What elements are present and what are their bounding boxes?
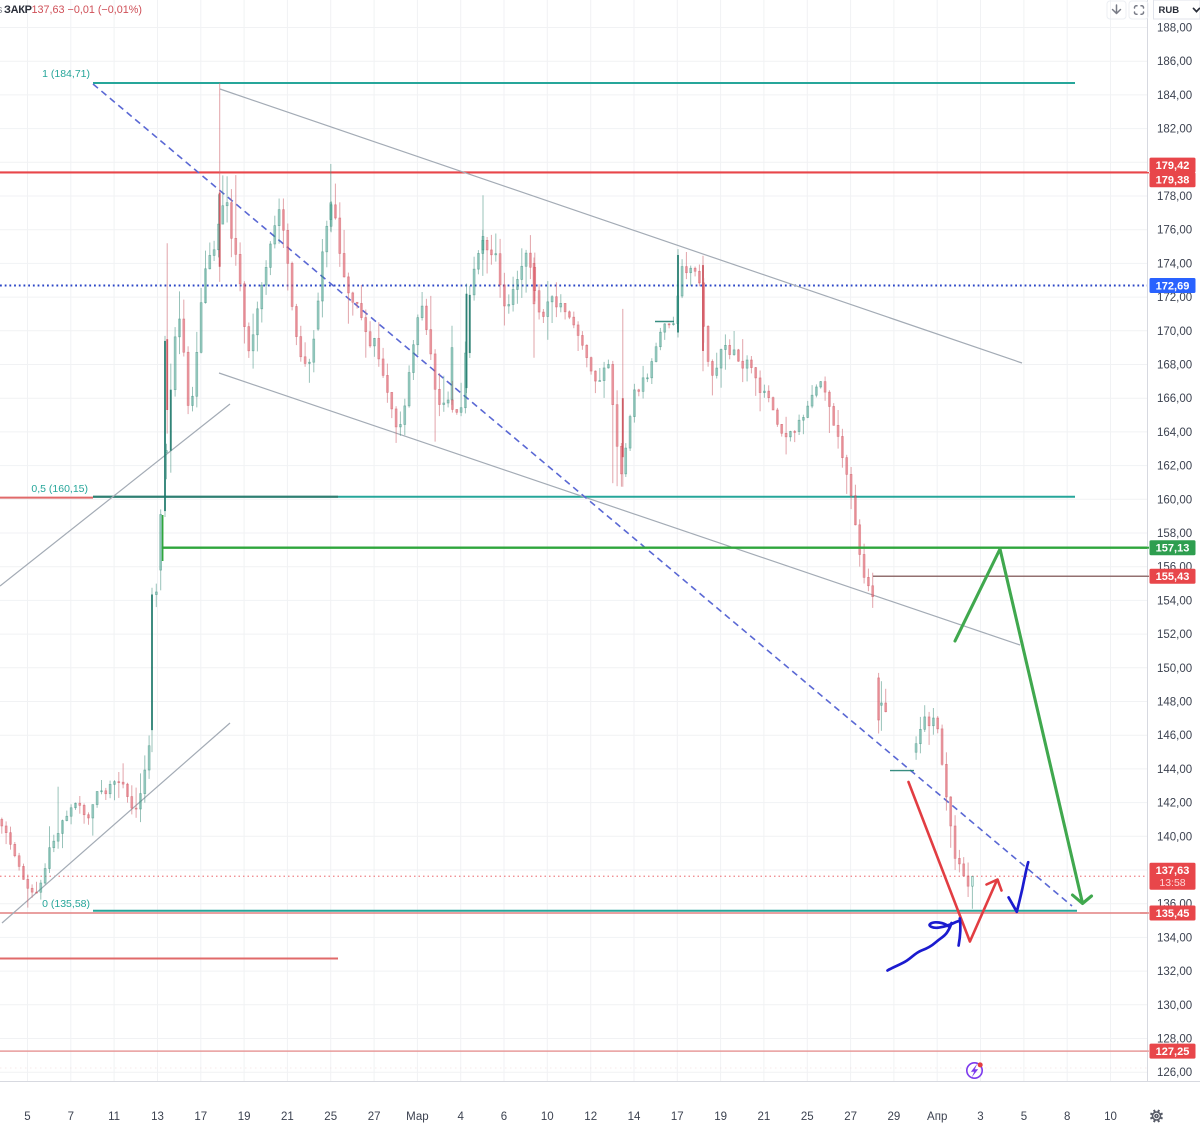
- svg-text:155,43: 155,43: [1156, 571, 1190, 583]
- svg-text:17: 17: [194, 1111, 207, 1123]
- svg-text:168,00: 168,00: [1157, 360, 1192, 372]
- svg-text:25: 25: [801, 1111, 814, 1123]
- svg-text:25: 25: [324, 1111, 337, 1123]
- svg-text:ЗАКР: ЗАКР: [4, 4, 32, 16]
- svg-text:166,00: 166,00: [1157, 393, 1192, 405]
- svg-text:157,13: 157,13: [1156, 543, 1190, 555]
- svg-text:174,00: 174,00: [1157, 258, 1192, 270]
- svg-text:132,00: 132,00: [1157, 966, 1192, 978]
- svg-text:137,63 −0,01 (−0,01%): 137,63 −0,01 (−0,01%): [32, 4, 142, 16]
- svg-text:7: 7: [68, 1111, 74, 1123]
- svg-text:1 (184,71): 1 (184,71): [42, 68, 90, 80]
- svg-text:4: 4: [457, 1111, 464, 1123]
- svg-text:135,45: 135,45: [1156, 908, 1190, 920]
- svg-text:172,00: 172,00: [1157, 292, 1192, 304]
- svg-text:184,00: 184,00: [1157, 90, 1192, 102]
- svg-text:19: 19: [714, 1111, 727, 1123]
- svg-text:21: 21: [758, 1111, 771, 1123]
- svg-text:179,38: 179,38: [1156, 175, 1190, 187]
- svg-text:148,00: 148,00: [1157, 697, 1192, 709]
- svg-text:10: 10: [1104, 1111, 1117, 1123]
- svg-text:152,00: 152,00: [1157, 629, 1192, 641]
- svg-text:27: 27: [368, 1111, 381, 1123]
- svg-text:127,25: 127,25: [1156, 1046, 1190, 1058]
- svg-text:160,00: 160,00: [1157, 494, 1192, 506]
- svg-text:Апр: Апр: [927, 1111, 947, 1123]
- svg-text:150,00: 150,00: [1157, 663, 1192, 675]
- svg-text:162,00: 162,00: [1157, 461, 1192, 473]
- svg-text:146,00: 146,00: [1157, 730, 1192, 742]
- svg-text:170,00: 170,00: [1157, 326, 1192, 338]
- svg-text:8: 8: [1064, 1111, 1070, 1123]
- svg-text:178,00: 178,00: [1157, 191, 1192, 203]
- svg-text:3: 3: [977, 1111, 983, 1123]
- svg-text:154,00: 154,00: [1157, 595, 1192, 607]
- svg-text:164,00: 164,00: [1157, 427, 1192, 439]
- svg-text:182,00: 182,00: [1157, 124, 1192, 136]
- svg-text:Мар: Мар: [406, 1111, 429, 1123]
- svg-text:5: 5: [1021, 1111, 1027, 1123]
- svg-text:137,63: 137,63: [1156, 865, 1190, 877]
- svg-text:179,42: 179,42: [1156, 160, 1190, 172]
- svg-text:29: 29: [888, 1111, 901, 1123]
- svg-text:158,00: 158,00: [1157, 528, 1192, 540]
- svg-text:11: 11: [108, 1111, 120, 1123]
- svg-text:186,00: 186,00: [1157, 56, 1192, 68]
- svg-text:6: 6: [501, 1111, 507, 1123]
- svg-text:188,00: 188,00: [1157, 23, 1192, 35]
- svg-text:14: 14: [628, 1111, 641, 1123]
- svg-text:0 (135,58): 0 (135,58): [42, 898, 90, 910]
- svg-text:27: 27: [844, 1111, 857, 1123]
- svg-text:144,00: 144,00: [1157, 764, 1192, 776]
- svg-text:140,00: 140,00: [1157, 831, 1192, 843]
- svg-text:142,00: 142,00: [1157, 798, 1192, 810]
- svg-text:13:58: 13:58: [1159, 877, 1185, 889]
- svg-text:172,69: 172,69: [1156, 280, 1190, 292]
- svg-text:130,00: 130,00: [1157, 1000, 1192, 1012]
- svg-text:10: 10: [541, 1111, 554, 1123]
- svg-text:17: 17: [671, 1111, 684, 1123]
- svg-text:126,00: 126,00: [1157, 1067, 1192, 1079]
- svg-text:5: 5: [24, 1111, 30, 1123]
- svg-text:RUB: RUB: [1159, 5, 1180, 16]
- svg-text:19: 19: [238, 1111, 251, 1123]
- svg-text:134,00: 134,00: [1157, 932, 1192, 944]
- svg-text:13: 13: [151, 1111, 164, 1123]
- svg-text:0,5 (160,15): 0,5 (160,15): [31, 483, 88, 495]
- svg-text:12: 12: [584, 1111, 597, 1123]
- svg-text:176,00: 176,00: [1157, 225, 1192, 237]
- svg-text:21: 21: [281, 1111, 294, 1123]
